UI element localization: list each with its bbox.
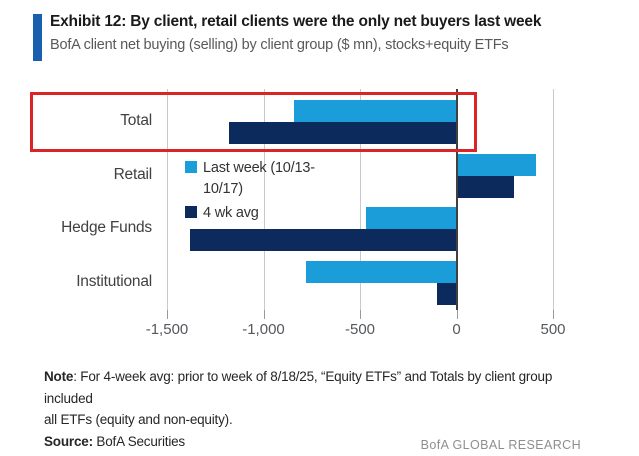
zero-axis-line	[455, 89, 458, 310]
total-row-highlight-box	[30, 92, 477, 152]
category-label-total: Total	[120, 111, 152, 129]
legend-label-last-week: Last week (10/13-10/17)	[203, 160, 315, 198]
bar-institutional-4wk-avg	[437, 283, 457, 306]
x-axis-tick	[167, 310, 168, 319]
exhibit-subtitle: BofA client net buying (selling) by clie…	[50, 37, 509, 53]
x-axis-tick-label: 500	[540, 321, 566, 338]
x-axis-tick	[263, 310, 265, 319]
source-text: BofA Securities	[92, 433, 185, 449]
category-label-retail: Retail	[113, 165, 153, 183]
bar-total-4wk-avg	[228, 121, 457, 144]
bar-hedge-funds-last-week	[365, 207, 457, 230]
x-axis-tick	[553, 310, 554, 319]
category-label-institutional: Institutional	[76, 273, 152, 291]
chart-legend: Last week (10/13-10/17) 4 wk avg	[185, 158, 335, 227]
category-label-hedge-funds: Hedge Funds	[61, 219, 152, 237]
bar-institutional-last-week	[305, 261, 457, 284]
gridline	[360, 89, 361, 310]
bar-chart-plot-area: -1,500 -1,000 -500 0 500	[146, 89, 566, 338]
last-week-swatch-icon	[185, 161, 197, 173]
x-axis-tick	[456, 310, 458, 319]
note-text-2: all ETFs (equity and non-equity).	[44, 412, 233, 427]
source-label: Source:	[44, 433, 93, 449]
gridline	[553, 89, 554, 310]
bar-retail-4wk-avg	[456, 175, 515, 198]
x-axis-tick	[360, 310, 361, 319]
legend-label-4wk-avg: 4 wk avg	[203, 205, 259, 222]
x-axis-tick-label: -500	[344, 321, 376, 338]
note-text-1: : For 4-week avg: prior to week of 8/18/…	[44, 369, 553, 406]
source-line: Source: BofA Securities	[44, 431, 604, 453]
bar-hedge-funds-4wk-avg	[190, 229, 457, 252]
chart-note: Note: For 4-week avg: prior to week of 8…	[44, 366, 604, 452]
category-axis: Total Retail Hedge Funds Institutional	[0, 95, 152, 310]
note-line-1: Note: For 4-week avg: prior to week of 8…	[44, 366, 604, 409]
bofa-global-research-brand: BofA GLOBAL RESEARCH	[420, 438, 581, 452]
gridline	[263, 89, 265, 310]
note-line-2: all ETFs (equity and non-equity).	[44, 409, 604, 431]
exhibit-title: Exhibit 12: By client, retail clients we…	[50, 13, 542, 30]
header-accent-bar	[33, 14, 42, 61]
gridline	[167, 89, 168, 310]
legend-item-last-week: Last week (10/13-10/17)	[185, 158, 335, 200]
x-axis-tick-label: 0	[452, 321, 461, 338]
4wk-avg-swatch-icon	[185, 206, 197, 219]
x-axis-tick-label: -1,500	[145, 321, 189, 338]
x-axis-tick-label: -1,000	[242, 321, 285, 338]
note-label: Note	[44, 369, 74, 384]
bar-retail-last-week	[456, 153, 536, 176]
bar-total-last-week	[294, 99, 457, 122]
legend-item-4wk-avg: 4 wk avg	[185, 203, 335, 224]
